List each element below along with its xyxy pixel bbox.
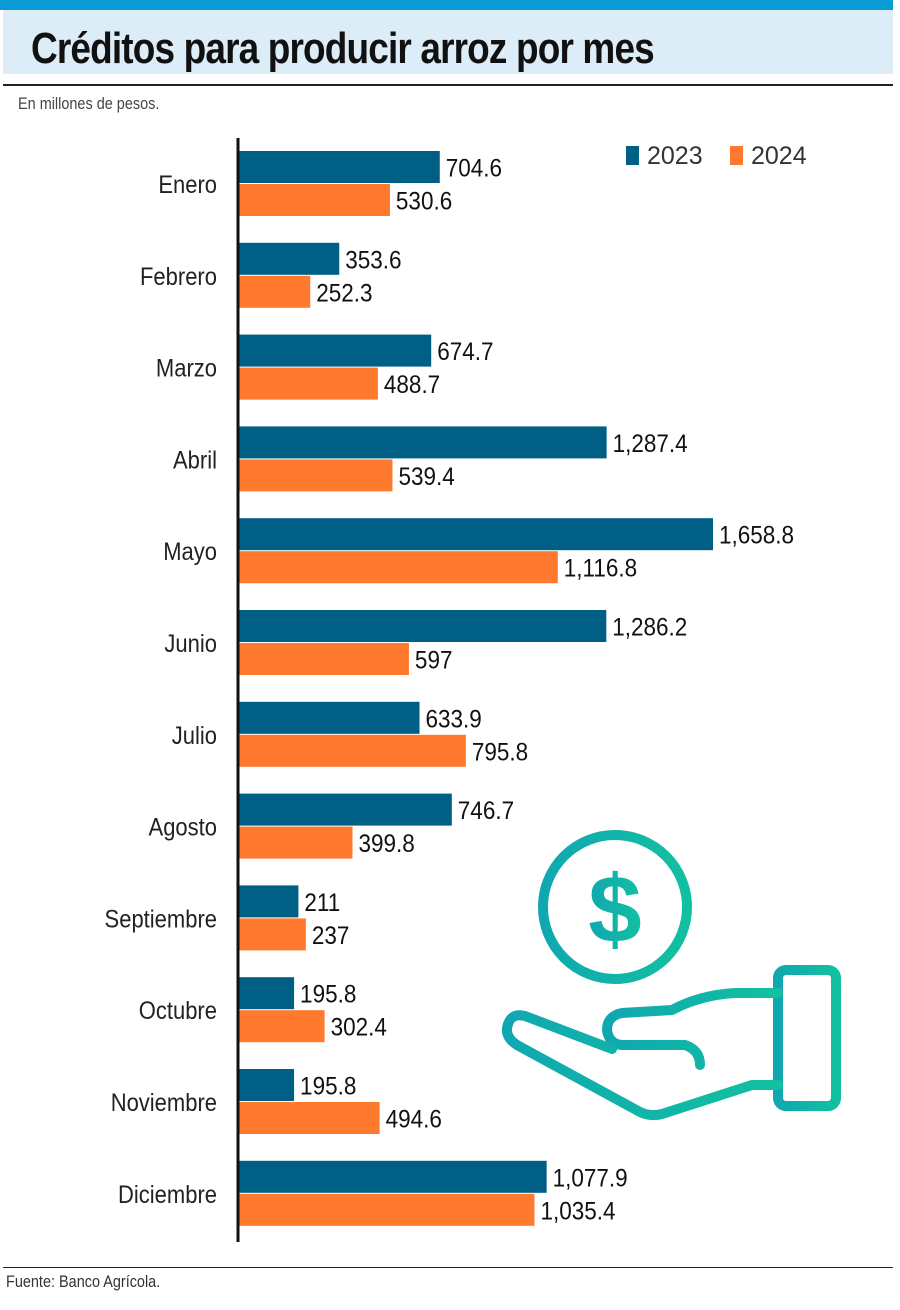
chart-title: Créditos para producir arroz por mes [31, 24, 655, 73]
data-label: 633.9 [426, 705, 482, 733]
hand-holding-dollar-icon: $ [501, 830, 841, 1121]
category-label: Agosto [149, 813, 217, 841]
bar-2023 [238, 242, 340, 275]
category-label: Diciembre [118, 1181, 217, 1209]
data-label: 237 [312, 922, 350, 950]
divider [3, 84, 893, 86]
data-label: 195.8 [300, 1072, 356, 1100]
bar-2023 [238, 426, 607, 459]
data-label: 597 [415, 646, 453, 674]
bar-2023 [238, 610, 607, 642]
bar-2023 [238, 977, 295, 1010]
data-label: 302.4 [331, 1014, 387, 1042]
data-label: 399.8 [358, 830, 414, 858]
data-label: 1,658.8 [719, 522, 794, 550]
bar-2024 [238, 459, 393, 492]
bar-2024 [238, 1102, 380, 1134]
category-label: Febrero [140, 263, 217, 291]
legend-label: 2023 [647, 142, 703, 170]
legend: 2023 2024 [626, 142, 807, 170]
data-label: 1,286.2 [612, 613, 687, 641]
bar-2024 [238, 918, 306, 951]
bar-2024 [238, 184, 390, 216]
hand-fingers-icon [602, 988, 783, 1070]
bar-2024 [238, 367, 378, 400]
title-box: Créditos para producir arroz por mes [3, 10, 893, 74]
category-label: Julio [172, 722, 217, 750]
bar-2023 [238, 1160, 547, 1193]
data-label: 1,287.4 [613, 430, 688, 458]
bars-layer: Enero 704.6 530.6 Febrero 353.6 252.3 Marzo 674… [105, 151, 794, 1226]
bar-2024 [238, 275, 311, 308]
data-label: 252.3 [316, 279, 372, 307]
bar-2023 [238, 701, 420, 734]
bar-2024 [238, 1193, 535, 1226]
bar-2024 [238, 643, 409, 675]
bar-2023 [238, 334, 432, 367]
data-label: 1,077.9 [553, 1164, 628, 1192]
bar-2024 [238, 734, 466, 767]
data-label: 494.6 [386, 1105, 442, 1133]
bar-2023 [238, 885, 299, 918]
data-label: 795.8 [472, 738, 528, 766]
data-label: 488.7 [384, 371, 440, 399]
hand-palm-icon [501, 1010, 783, 1121]
data-label: 1,116.8 [564, 555, 637, 583]
category-label: Noviembre [111, 1089, 217, 1117]
data-label: 704.6 [446, 154, 502, 182]
data-label: 211 [304, 889, 340, 917]
legend-swatch-2023 [626, 146, 639, 165]
source-note: Fuente: Banco Agrícola. [6, 1272, 161, 1291]
category-label: Marzo [156, 354, 217, 382]
category-label: Enero [158, 171, 217, 199]
legend-label: 2024 [751, 142, 807, 170]
top-accent-bar [0, 0, 893, 10]
data-label: 195.8 [300, 981, 356, 1009]
bar-2023 [238, 518, 713, 551]
category-label: Abril [173, 446, 217, 474]
coin-icon [538, 830, 692, 984]
category-label: Septiembre [105, 905, 217, 933]
legend-swatch-2024 [730, 146, 743, 165]
footer-divider [3, 1267, 893, 1268]
bar-2024 [238, 551, 558, 584]
bar-2023 [238, 1069, 295, 1101]
cuff-icon [773, 965, 841, 1111]
bar-2024 [238, 1010, 325, 1043]
category-label: Octubre [139, 997, 217, 1025]
data-label: 1,035.4 [540, 1197, 615, 1225]
data-label: 746.7 [458, 797, 514, 825]
bar-2023 [238, 151, 440, 183]
category-label: Mayo [163, 538, 217, 566]
data-label: 530.6 [396, 187, 452, 215]
data-label: 539.4 [398, 463, 454, 491]
bar-2023 [238, 793, 452, 826]
bar-2024 [238, 826, 353, 859]
chart-subtitle: En millones de pesos. [18, 94, 160, 113]
data-label: 674.7 [437, 338, 493, 366]
dollar-sign-icon: $ [588, 856, 641, 963]
category-label: Junio [164, 630, 217, 658]
data-label: 353.6 [345, 246, 401, 274]
